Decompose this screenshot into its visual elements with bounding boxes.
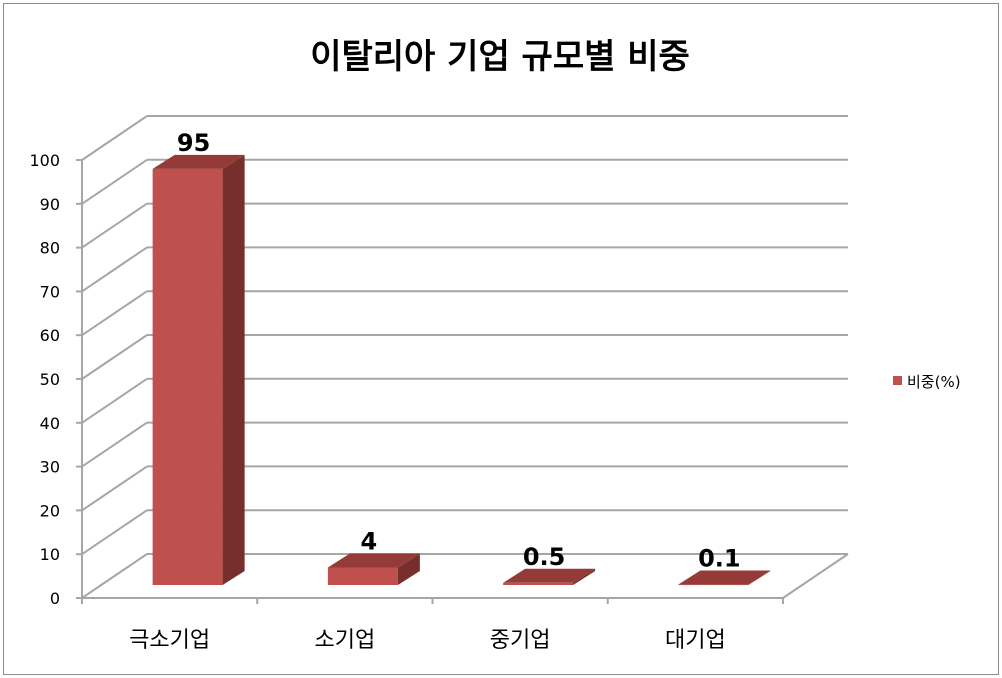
bar-front [503,582,574,585]
legend: 비중(%) [893,373,961,391]
bar [678,570,771,586]
bar-side [748,570,771,585]
bar-side [573,568,596,585]
data-label: 0.1 [698,545,741,573]
y-tick-label: 90 [40,195,60,214]
y-tick-label: 20 [40,501,60,520]
data-label: 95 [177,129,210,157]
bar [327,553,420,585]
y-tick-label: 100 [29,151,60,170]
gridline-side [81,509,148,556]
y-tick-label: 50 [40,370,60,389]
gridline-side [81,465,148,512]
floor-edge [782,553,849,599]
bar-top [152,154,245,169]
bar-front [152,168,223,585]
gridline-side [81,553,148,599]
y-tick-label: 60 [40,326,60,345]
gridline-side [81,246,148,293]
data-label: 4 [361,527,378,555]
y-tick-label: 40 [40,414,60,433]
x-tick-label: 중기업 [490,628,551,653]
bar-top [327,553,420,568]
bar-top [503,568,596,583]
bar-side [222,154,245,585]
x-tick-label: 대기업 [665,628,726,653]
bar-top [678,570,771,585]
x-tick-label: 소기업 [315,628,376,653]
gridline-side [81,290,148,337]
chart-title: 이탈리아 기업 규모별 비중 [310,37,690,77]
y-tick-label: 0 [50,589,60,608]
y-tick-label: 10 [40,545,60,564]
bar-front [678,584,749,586]
bar-side [397,553,420,585]
x-tick-label: 극소기업 [129,628,210,653]
y-tick-label: 30 [40,458,60,477]
gridline-side [81,202,148,249]
data-label: 0.5 [523,543,566,571]
legend-swatch [893,376,902,385]
y-tick-label: 80 [40,239,60,258]
y-tick-label: 70 [40,282,60,301]
bar-front [327,567,398,585]
legend-label: 비중(%) [907,373,961,391]
gridline-side [81,421,148,468]
bar [152,154,245,585]
bar [503,568,596,585]
gridline-side [81,377,148,424]
gridline-side [81,158,148,205]
gridline-side [81,334,148,380]
gridline-side [81,115,148,161]
